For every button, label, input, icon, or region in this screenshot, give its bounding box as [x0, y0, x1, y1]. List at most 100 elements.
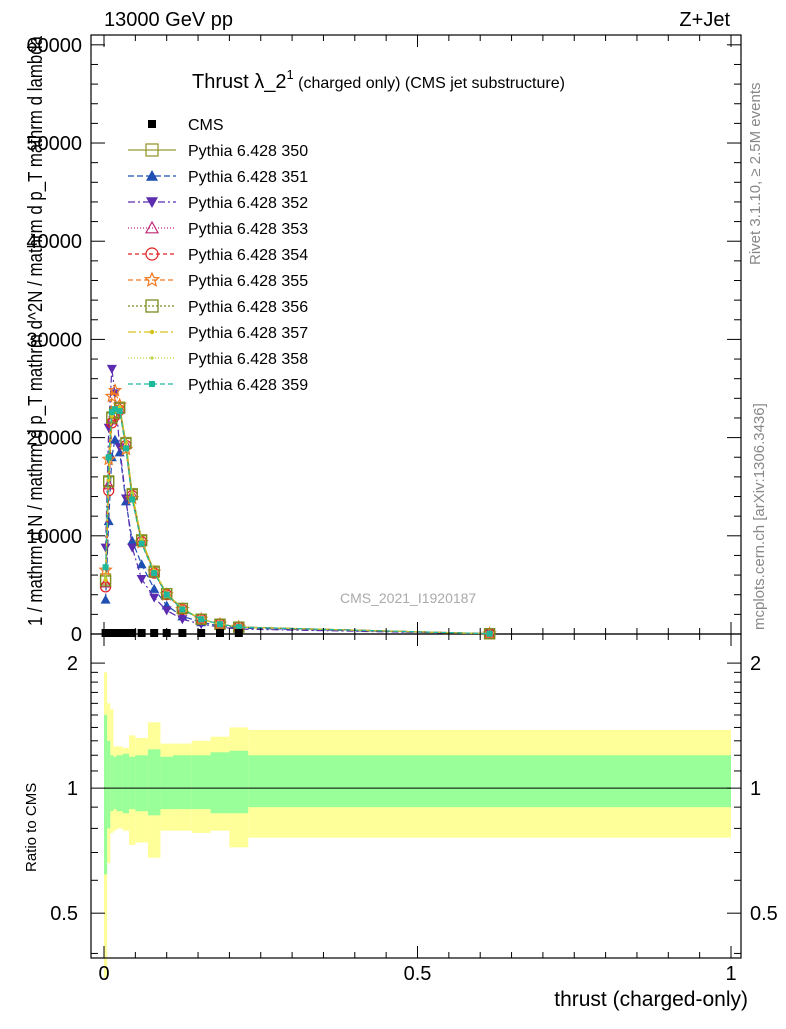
ratio-band-inner-3 [113, 756, 117, 810]
plot-frames [90, 34, 742, 959]
ratio-band-inner-0 [104, 714, 108, 875]
ratio-band-inner-6 [129, 756, 136, 810]
series-point-2 [136, 575, 147, 585]
x-tick-label: 0.5 [404, 963, 432, 985]
y-tick-label-main: 10000 [26, 526, 82, 548]
series-point-9 [102, 564, 109, 571]
legend-label: Pythia 6.428 351 [188, 169, 308, 186]
series-point-8 [140, 538, 144, 542]
legend-label: Pythia 6.428 355 [188, 273, 308, 290]
rivet-label: Rivet 3.1.10, ≥ 2.5M events [747, 83, 764, 266]
y-tick-label-ratio-left: 2 [67, 653, 78, 675]
series-point-8 [103, 576, 108, 580]
legend-item-3: Pythia 6.428 352 [128, 195, 308, 212]
ratio-uncertainty-bands [104, 672, 731, 978]
ratio-band-inner-2 [110, 755, 114, 812]
chart-title: Thrust λ_21 (charged only) (CMS jet subs… [192, 67, 565, 93]
series-point-1 [103, 516, 114, 526]
series-point-1 [127, 535, 138, 545]
series-point-9 [116, 408, 123, 415]
series-point-9 [198, 616, 205, 623]
legend-marker [145, 299, 159, 313]
axis-ticks: 0 0.5 1 0 10000 20000 30000 40000 50000 60000 0.5 0… [26, 35, 777, 985]
cms-data-point [234, 629, 243, 637]
series-point-6 [195, 613, 207, 625]
cms-data-point [137, 629, 146, 637]
y-axis-label-ratio: Ratio to CMS [23, 783, 40, 872]
cms-data-point [128, 629, 137, 637]
legend-item-5: Pythia 6.428 354 [128, 247, 308, 264]
y-tick-label-ratio-left: 0.5 [50, 903, 78, 925]
series-point-6 [176, 602, 189, 615]
header-left: 13000 GeV pp [104, 9, 233, 31]
legend-label: Pythia 6.428 358 [188, 351, 308, 368]
series-point-6 [148, 566, 160, 578]
ratio-band-inner-14 [248, 755, 731, 808]
ratio-band-inner-10 [172, 755, 192, 810]
series-point-6 [161, 588, 173, 600]
cms-data-point [178, 629, 187, 637]
cms-data-point [110, 629, 119, 637]
series-point-9 [108, 409, 115, 416]
legend-label: Pythia 6.428 354 [188, 247, 308, 264]
legend-marker [148, 120, 156, 128]
series-point-1 [136, 559, 147, 569]
legend-item-4: Pythia 6.428 353 [128, 220, 308, 238]
series-point-9 [235, 624, 242, 631]
legend-label: Pythia 6.428 357 [188, 325, 308, 342]
legend-marker [150, 356, 154, 360]
series-point-2 [149, 593, 160, 603]
series-1 [100, 434, 495, 638]
series-point-5 [107, 382, 123, 397]
legend-marker [143, 271, 161, 287]
ratio-band-inner-1 [107, 740, 111, 829]
series-point-9 [129, 496, 136, 503]
ratio-band-inner-7 [135, 755, 148, 812]
legend-label: Pythia 6.428 356 [188, 299, 308, 316]
header-right: Z+Jet [679, 9, 730, 31]
legend-marker [145, 247, 159, 261]
series-point-2 [177, 615, 188, 625]
series-point-1 [149, 583, 160, 593]
series-point-1 [100, 594, 111, 604]
series-point-2 [161, 606, 172, 616]
cms-data-point [150, 629, 159, 637]
legend-marker [146, 197, 158, 208]
y-tick-label-ratio-right: 0.5 [750, 903, 778, 925]
y-axis-label-main: 1 / mathrm d N / mathrm d p_T mathrm d^2… [25, 35, 47, 626]
ratio-band-inner-5 [122, 753, 130, 814]
series-point-9 [216, 621, 223, 628]
x-tick-label: 1 [725, 963, 736, 985]
series-point-9 [111, 406, 118, 413]
legend-marker [145, 143, 159, 157]
series-point-9 [105, 454, 112, 461]
legend-item-6: Pythia 6.428 355 [128, 271, 308, 290]
legend-label: Pythia 6.428 353 [188, 221, 308, 238]
y-tick-label-ratio-left: 1 [67, 778, 78, 800]
legend-item-1: Pythia 6.428 350 [128, 143, 308, 160]
y-tick-label-main: 60000 [26, 35, 82, 57]
ratio-band-inner-11 [191, 755, 211, 810]
series-point-9 [163, 591, 170, 598]
cms-data-point [121, 629, 130, 637]
legend-marker [149, 329, 155, 335]
legend: CMS Pythia 6.428 350 Pythia 6.428 351 Pythi… [128, 117, 308, 394]
legend-label: Pythia 6.428 352 [188, 195, 308, 212]
ratio-band-inner-9 [160, 756, 173, 810]
ratio-band-inner-13 [229, 750, 249, 814]
cms-data-point [215, 629, 224, 637]
series-9 [102, 406, 493, 637]
legend-marker [149, 381, 155, 387]
series-point-9 [179, 606, 186, 613]
legend-label: Pythia 6.428 359 [188, 377, 308, 394]
series-point-8 [130, 490, 134, 495]
ratio-band-inner-4 [116, 755, 123, 812]
legend-item-9: Pythia 6.428 358 [128, 351, 308, 368]
series-point-9 [486, 630, 493, 637]
legend-item-0: CMS [148, 117, 224, 134]
series-point-1 [109, 434, 120, 444]
series-point-2 [127, 543, 138, 553]
y-tick-label-main: 20000 [26, 428, 82, 450]
